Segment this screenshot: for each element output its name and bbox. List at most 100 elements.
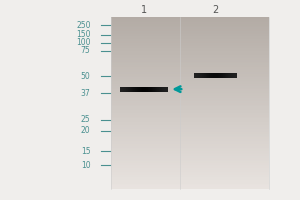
Bar bbox=[111, 175, 269, 177]
Bar bbox=[111, 46, 269, 48]
Bar bbox=[111, 161, 269, 163]
Bar bbox=[111, 27, 269, 29]
Bar bbox=[111, 100, 269, 101]
Text: 25: 25 bbox=[81, 115, 91, 124]
Bar bbox=[111, 101, 269, 103]
Bar bbox=[111, 110, 269, 112]
Bar bbox=[111, 125, 269, 127]
Bar bbox=[111, 180, 269, 182]
Bar bbox=[111, 39, 269, 41]
Bar bbox=[111, 98, 269, 100]
Bar bbox=[111, 129, 269, 130]
Bar bbox=[111, 24, 269, 26]
Text: 2: 2 bbox=[212, 5, 218, 15]
Bar bbox=[111, 120, 269, 122]
Text: 250: 250 bbox=[76, 21, 91, 30]
Bar bbox=[111, 105, 269, 106]
Bar bbox=[111, 156, 269, 158]
Bar bbox=[111, 19, 269, 21]
Bar bbox=[111, 21, 269, 22]
Bar bbox=[111, 17, 269, 19]
Bar bbox=[111, 185, 269, 187]
Text: 20: 20 bbox=[81, 126, 91, 135]
Bar bbox=[111, 142, 269, 144]
Bar bbox=[111, 57, 269, 58]
Bar bbox=[111, 168, 269, 170]
Bar bbox=[111, 160, 269, 161]
Bar bbox=[111, 63, 269, 65]
Bar bbox=[111, 33, 269, 34]
Bar bbox=[111, 144, 269, 146]
Bar bbox=[111, 184, 269, 185]
Bar bbox=[111, 34, 269, 36]
Bar bbox=[111, 182, 269, 184]
Bar bbox=[111, 88, 269, 89]
Bar bbox=[111, 60, 269, 62]
Bar bbox=[111, 29, 269, 31]
Text: 10: 10 bbox=[81, 161, 91, 170]
Bar bbox=[111, 112, 269, 113]
Bar bbox=[111, 137, 269, 139]
Bar bbox=[111, 26, 269, 27]
Bar bbox=[111, 122, 269, 124]
Bar bbox=[111, 173, 269, 175]
Bar bbox=[111, 177, 269, 178]
Text: 15: 15 bbox=[81, 147, 91, 156]
Bar bbox=[111, 67, 269, 69]
Bar bbox=[111, 108, 269, 110]
Bar bbox=[111, 36, 269, 38]
Bar bbox=[111, 139, 269, 141]
Bar bbox=[111, 91, 269, 93]
Bar bbox=[111, 113, 269, 115]
Bar bbox=[111, 165, 269, 166]
Text: 1: 1 bbox=[141, 5, 147, 15]
Bar bbox=[111, 77, 269, 79]
Bar bbox=[111, 82, 269, 84]
Text: 75: 75 bbox=[81, 46, 91, 55]
Bar bbox=[111, 158, 269, 160]
Text: 150: 150 bbox=[76, 30, 91, 39]
Bar bbox=[111, 127, 269, 129]
Bar bbox=[111, 103, 269, 105]
Bar bbox=[111, 132, 269, 134]
Bar bbox=[111, 65, 269, 67]
Text: 100: 100 bbox=[76, 38, 91, 47]
Bar bbox=[111, 81, 269, 82]
Bar bbox=[111, 76, 269, 77]
Bar bbox=[111, 62, 269, 63]
Text: 50: 50 bbox=[81, 72, 91, 81]
Bar bbox=[111, 74, 269, 76]
Bar bbox=[111, 89, 269, 91]
Bar bbox=[111, 178, 269, 180]
Bar bbox=[111, 153, 269, 154]
Bar bbox=[111, 187, 269, 189]
Bar bbox=[111, 41, 269, 43]
Bar bbox=[111, 38, 269, 39]
Bar bbox=[111, 115, 269, 117]
Bar bbox=[111, 69, 269, 70]
Bar bbox=[111, 70, 269, 72]
Bar bbox=[111, 50, 269, 51]
Bar bbox=[111, 53, 269, 55]
Bar bbox=[111, 51, 269, 53]
Bar bbox=[111, 58, 269, 60]
Bar bbox=[111, 163, 269, 165]
Bar bbox=[111, 124, 269, 125]
Bar bbox=[111, 117, 269, 118]
Bar bbox=[111, 79, 269, 81]
Bar bbox=[111, 72, 269, 74]
Bar bbox=[111, 43, 269, 45]
Bar bbox=[111, 84, 269, 86]
Bar bbox=[111, 166, 269, 168]
Bar bbox=[111, 151, 269, 153]
Bar bbox=[111, 55, 269, 57]
Bar bbox=[111, 141, 269, 142]
Bar bbox=[111, 146, 269, 148]
Bar bbox=[111, 86, 269, 88]
Bar bbox=[111, 148, 269, 149]
Bar bbox=[111, 134, 269, 136]
Bar bbox=[111, 130, 269, 132]
Bar bbox=[111, 136, 269, 137]
Bar bbox=[111, 149, 269, 151]
Bar bbox=[111, 94, 269, 96]
